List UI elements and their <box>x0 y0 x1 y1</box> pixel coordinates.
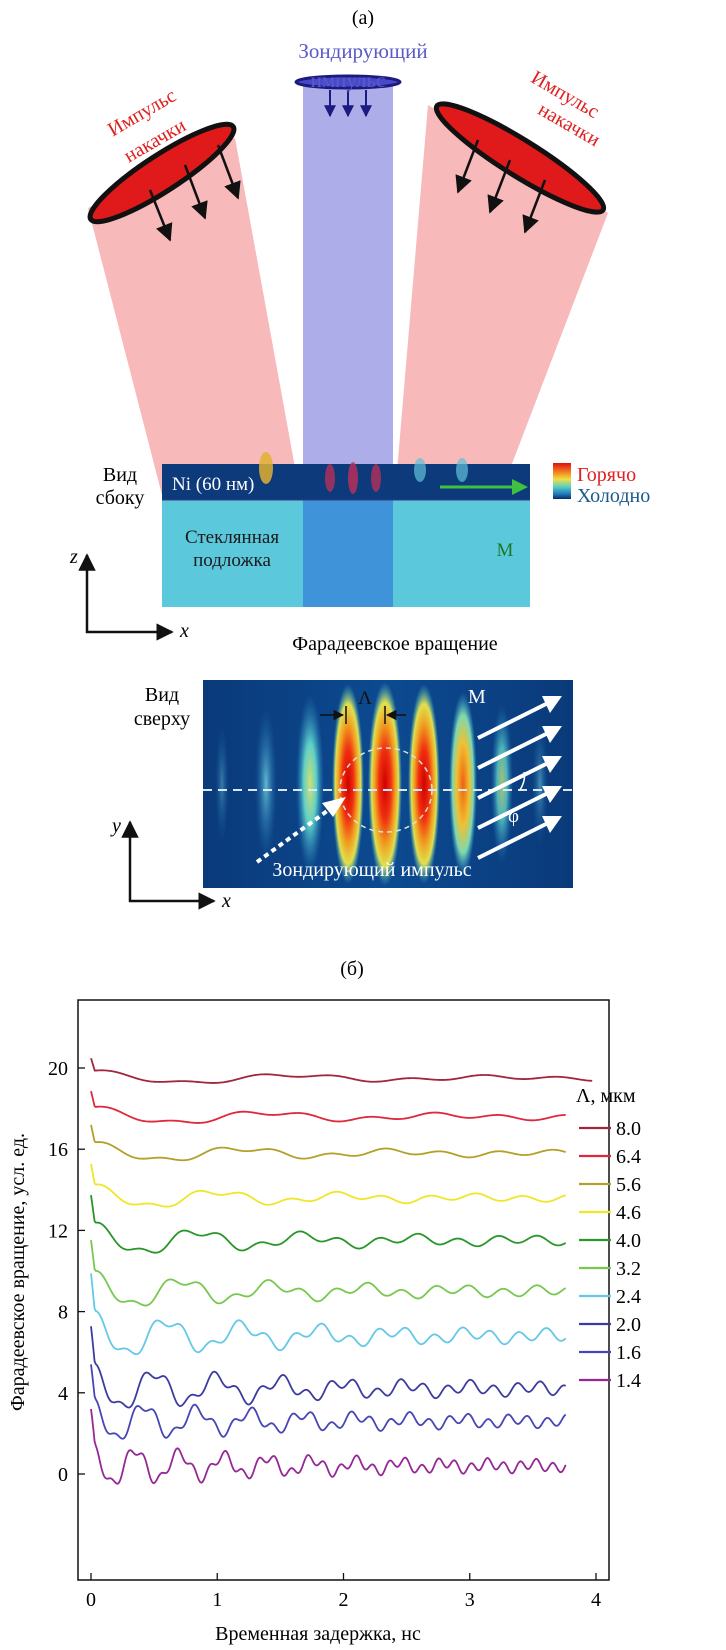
axis-z-label: z <box>69 546 78 568</box>
y-tick-label-20: 20 <box>48 1058 68 1080</box>
substrate-label-1: Стеклянная <box>185 527 279 548</box>
legend-label-6.4: 6.4 <box>616 1146 641 1168</box>
series-line-1.4 <box>90 1408 567 1485</box>
legend-cold: Холодно <box>577 485 650 507</box>
top-view-label-2: сверху <box>134 708 190 730</box>
x-tick-label-3: 3 <box>465 1589 475 1611</box>
panel-a-label: (а) <box>352 7 374 29</box>
substrate-m-label: M <box>497 540 514 561</box>
legend-label-4.6: 4.6 <box>616 1202 641 1224</box>
ni-layer <box>162 452 530 500</box>
legend-label-4.0: 4.0 <box>616 1230 641 1252</box>
top-axes <box>121 820 216 910</box>
axis-x-label: x <box>179 620 189 642</box>
y-tick-label-0: 0 <box>58 1464 68 1486</box>
series-line-1.6 <box>90 1364 567 1440</box>
side-view-label-1: Вид <box>103 464 137 486</box>
side-axes <box>78 553 174 641</box>
axis-y-label: y <box>110 815 121 837</box>
legend-label-1.6: 1.6 <box>616 1342 641 1364</box>
y-tick-label-8: 8 <box>58 1302 68 1324</box>
x-tick-label-1: 1 <box>212 1589 222 1611</box>
probe-pulse-label-2: импульс <box>311 68 386 92</box>
ni-layer-label: Ni (60 нм) <box>172 474 254 495</box>
legend-label-5.6: 5.6 <box>616 1174 641 1196</box>
axis-x2-label: x <box>221 890 231 912</box>
x-tick-label-0: 0 <box>86 1589 96 1611</box>
side-view-label-2: сбоку <box>96 487 145 509</box>
legend-label-1.4: 1.4 <box>616 1370 641 1392</box>
series-line-2.4 <box>90 1273 567 1356</box>
legend-hot: Горячо <box>577 464 636 486</box>
series-line-2.0 <box>90 1326 567 1409</box>
probe-pulse-label-1: Зондирующий <box>298 39 427 63</box>
y-tick-label-4: 4 <box>58 1383 68 1405</box>
left-pump-aperture <box>87 121 241 242</box>
right-pump-beam <box>395 105 608 495</box>
lambda-label: Λ <box>358 688 372 709</box>
legend: 8.0 6.4 5.6 4.6 4.0 3.2 2.4 2.0 1.6 1.4 <box>579 1118 641 1392</box>
substrate-label-2: подложка <box>193 550 271 571</box>
top-view-m-label: M <box>468 686 486 708</box>
x-ticks: 0 1 2 3 4 <box>86 1573 601 1611</box>
series-line-6.4 <box>90 1090 566 1124</box>
x-axis-title: Временная задержка, нс <box>215 1623 421 1645</box>
magnetization-arrow-head <box>512 479 528 495</box>
right-pump-aperture <box>433 101 607 234</box>
legend-title: Λ, мкм <box>576 1085 636 1107</box>
x-tick-label-2: 2 <box>339 1589 349 1611</box>
legend-label-8.0: 8.0 <box>616 1118 641 1140</box>
left-pump-beam <box>88 138 300 495</box>
series-line-8.0 <box>90 1057 593 1084</box>
phi-label: φ <box>508 806 519 827</box>
panel-b-label: (б) <box>340 958 364 980</box>
y-ticks: 0 4 8 12 16 20 <box>48 1058 85 1486</box>
series-line-4.0 <box>90 1194 567 1254</box>
series-line-4.6 <box>90 1163 566 1208</box>
x-tick-label-4: 4 <box>591 1589 601 1611</box>
legend-label-2.0: 2.0 <box>616 1314 641 1336</box>
top-view-label-1: Вид <box>145 684 179 706</box>
y-tick-label-16: 16 <box>48 1139 68 1161</box>
y-tick-label-12: 12 <box>48 1220 68 1242</box>
probe-pulse-bottom-label: Зондирующий импульс <box>272 859 471 881</box>
probe-in-substrate <box>303 500 393 607</box>
temperature-colorbar <box>553 463 571 499</box>
top-view-image <box>203 680 573 888</box>
series-line-3.2 <box>90 1240 567 1307</box>
series-lines <box>90 1057 593 1485</box>
series-line-5.6 <box>90 1124 566 1162</box>
y-axis-title: Фарадеевское вращение, усл. ед. <box>7 1133 29 1411</box>
legend-label-2.4: 2.4 <box>616 1286 641 1308</box>
probe-aperture <box>294 74 402 118</box>
legend-label-3.2: 3.2 <box>616 1258 641 1280</box>
faraday-rotation-label: Фарадеевское вращение <box>292 633 498 655</box>
